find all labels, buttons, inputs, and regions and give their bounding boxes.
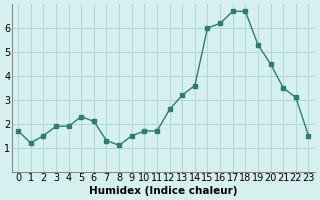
X-axis label: Humidex (Indice chaleur): Humidex (Indice chaleur) — [89, 186, 237, 196]
